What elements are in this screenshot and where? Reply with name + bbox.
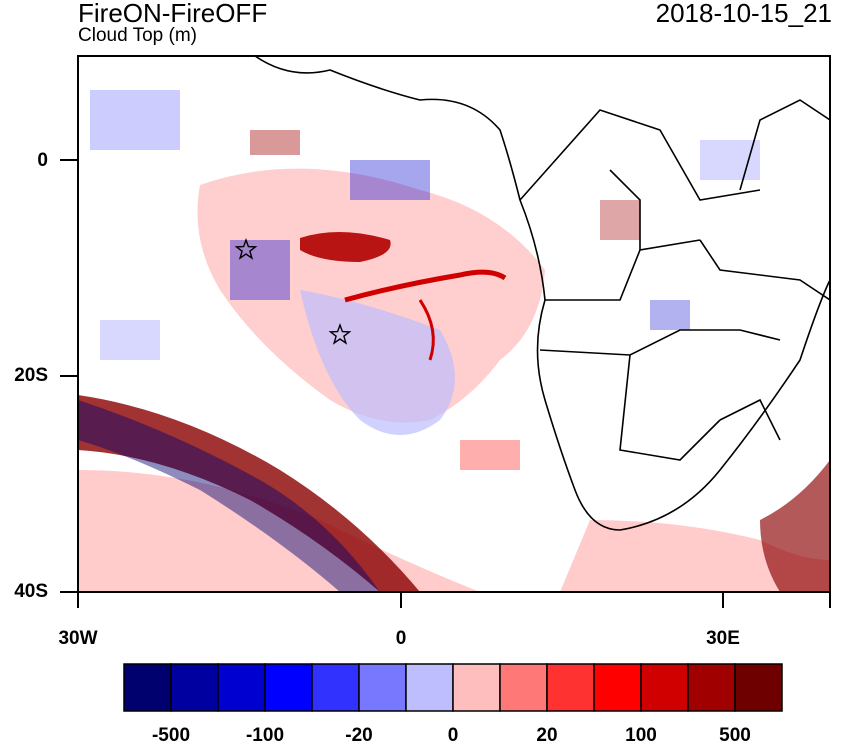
country-borders [254,56,830,531]
x-axis-label-30w: 30W [58,628,98,649]
storm-band-region [760,460,830,592]
colorbar-swatch [640,663,689,712]
star-marker [328,322,352,345]
colorbar-swatch [546,663,595,712]
colorbar-swatch [687,663,736,712]
colorbar-swatch [499,663,548,712]
y-axis-label-20s: 20S [14,365,48,386]
colorbar-swatch [264,663,313,712]
positive-streak [418,299,435,361]
colorbar-label: -100 [245,725,285,746]
storm-band-region [78,395,420,592]
colorbar-label: 100 [625,725,657,746]
positive-streak [344,269,507,303]
star-marker [234,237,258,260]
speckle-field [90,90,760,470]
x-axis-label-30e: 30E [706,628,740,649]
colorbar-swatch [123,663,172,712]
y-axis-label-0: 0 [37,150,48,171]
storm-band-region [78,400,380,592]
storm-band-region [560,520,830,592]
y-axis-label-40s: 40S [14,581,48,602]
x-axis-label-0: 0 [395,628,407,649]
colorbar-label: -500 [151,725,191,746]
colorbar-swatch [170,663,219,712]
map-subtitle: Cloud Top (m) [78,25,197,46]
colorbar-label: 500 [719,725,751,746]
colorbar-swatch [358,663,407,712]
colorbar-label: -20 [345,725,373,746]
colorbar-swatch [593,663,642,712]
map-field [78,90,830,592]
colorbar-swatch [734,663,783,712]
colorbar-swatch [452,663,501,712]
colorbar-swatch [311,663,360,712]
map-frame [77,55,831,593]
axis-ticks [60,159,831,608]
positive-core-region [300,231,391,262]
colorbar-label: 0 [447,725,459,746]
colorbar-label: 20 [536,725,558,746]
colorbar-swatch [405,663,454,712]
map-datetime: 2018-10-15_21 [655,0,832,28]
colorbar-swatch [217,663,266,712]
colorbar [123,663,783,712]
map-title: FireON-FireOFF [78,0,268,28]
cloud-deck-region [300,290,455,435]
